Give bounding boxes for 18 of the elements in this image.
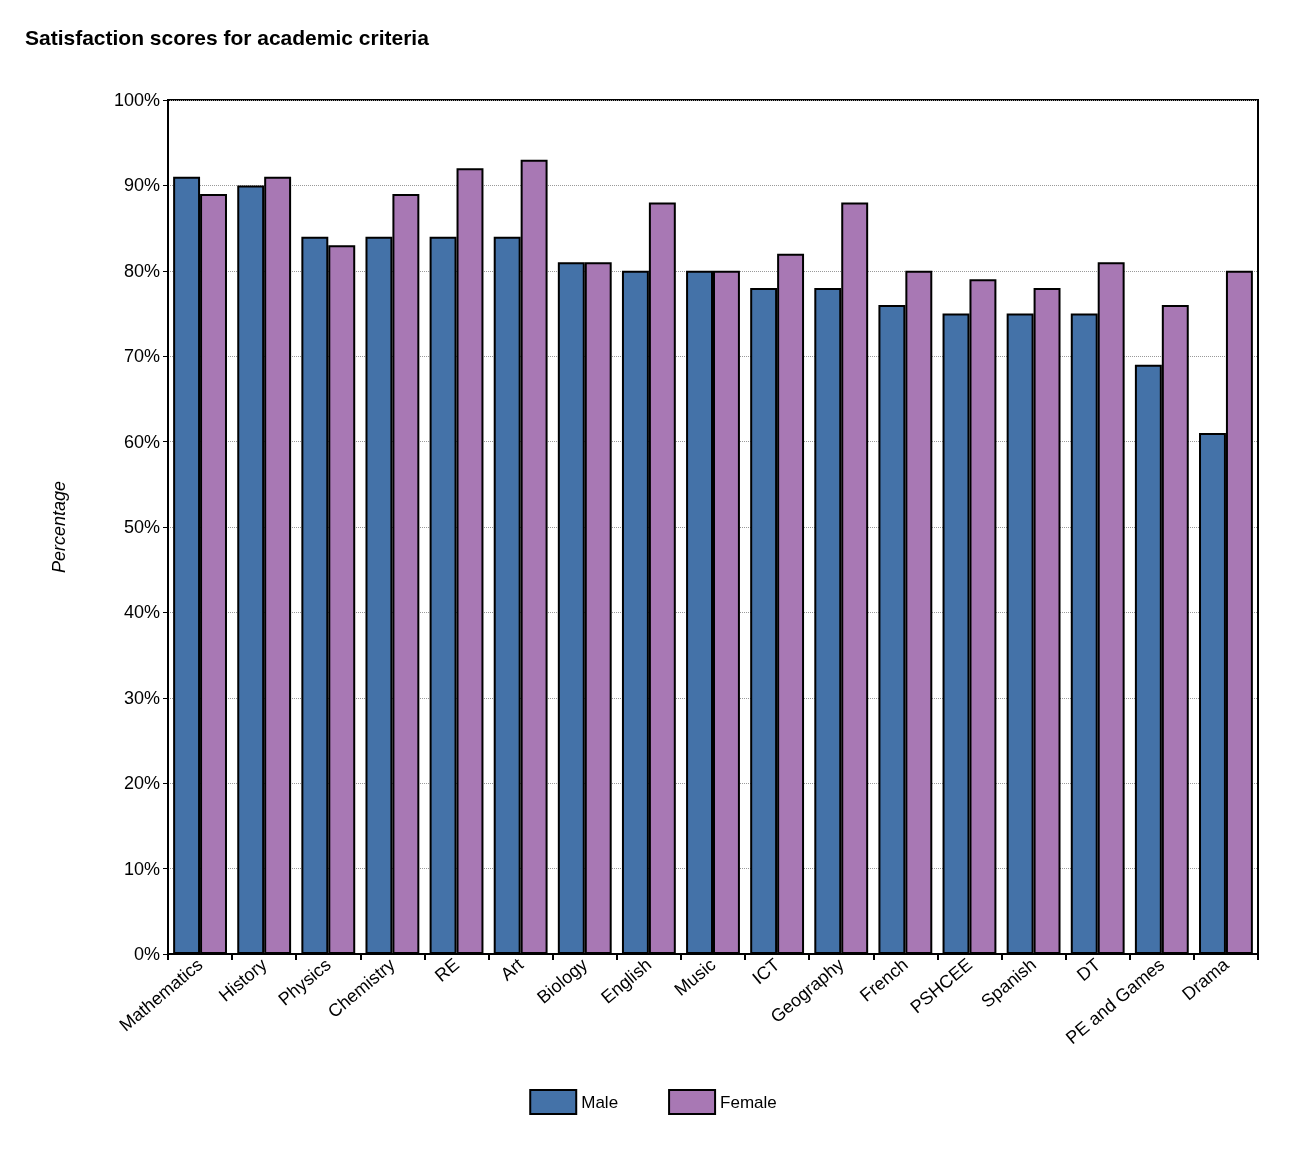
y-tick-label: 60% — [123, 431, 160, 452]
legend-label: Male — [581, 1092, 619, 1112]
y-tick-label: 80% — [123, 260, 160, 281]
legend-label: Female — [720, 1092, 777, 1112]
y-tick-label: 30% — [123, 687, 160, 708]
y-axis-title: Percentage — [49, 480, 69, 574]
y-tick-label: 50% — [123, 517, 160, 537]
y-tick-label: 40% — [123, 602, 160, 623]
y-tick-label: 70% — [123, 346, 160, 367]
y-tick-label: 10% — [123, 858, 160, 879]
x-tick-label: Art — [496, 954, 528, 985]
y-tick-label: 100% — [113, 90, 160, 110]
y-tick-label: 20% — [123, 773, 160, 794]
y-tick-label: 90% — [123, 175, 160, 196]
chart-title: Satisfaction scores for academic criteria — [25, 26, 430, 49]
y-tick-label: 0% — [133, 944, 160, 964]
x-tick-label: RE — [430, 954, 463, 986]
x-tick-label: DT — [1072, 954, 1105, 986]
